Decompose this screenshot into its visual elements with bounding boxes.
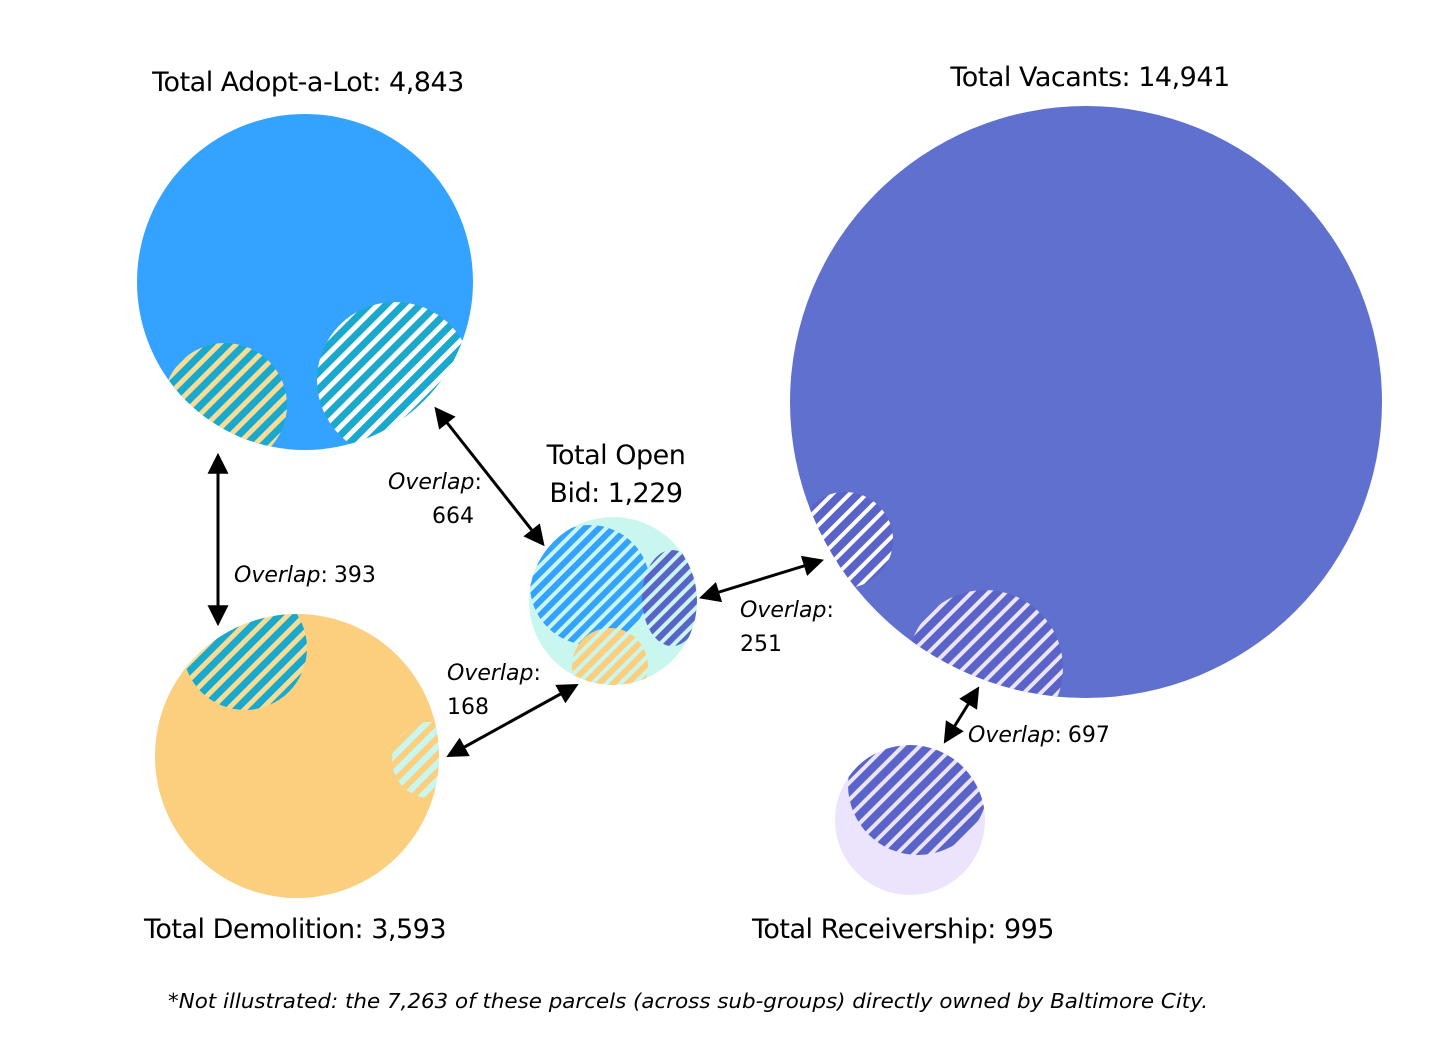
arrow-demolition-openbid [446, 683, 579, 758]
overlap-value: 393 [334, 563, 376, 588]
receivership-title: Total Receivership: 995 [751, 914, 1054, 945]
adopt-demolition-overlap-hatch [163, 343, 287, 450]
overlap-word: Overlap [234, 563, 320, 588]
demolition-adopt-overlap-hatch [183, 614, 307, 710]
open-bid-group [529, 517, 697, 685]
arrow-adopt-openbid [434, 406, 545, 547]
overlap-label-openbid-vacants: Overlap: [740, 598, 834, 623]
overlap-sep: : [533, 661, 540, 686]
adopt-a-lot-group [137, 114, 473, 450]
overlap-value-openbid-vacants: 251 [740, 632, 782, 657]
openbid-demolition-overlap-hatch [572, 628, 648, 685]
overlap-label-demolition-openbid: Overlap: [447, 661, 541, 686]
overlap-label-adopt-demolition: Overlap: 393 [234, 563, 376, 588]
overlap-word: Overlap [740, 598, 826, 623]
overlap-sep: : [474, 470, 481, 495]
overlap-sep: : [320, 563, 327, 588]
vacants-openbid-overlap-hatch [797, 492, 893, 588]
demolition-openbid-overlap-hatch [392, 722, 439, 798]
open-bid-title-line1: Total Open [546, 440, 686, 471]
openbid-vacants-overlap-hatch [642, 550, 697, 646]
vacants-group [790, 106, 1382, 698]
arrow-vacants-receivership [943, 686, 980, 744]
overlap-sep: : [1054, 723, 1061, 748]
demolition-title: Total Demolition: 3,593 [143, 914, 446, 945]
overlap-label-adopt-openbid: Overlap: [388, 470, 482, 495]
receivership-group [835, 745, 985, 895]
overlap-label-vacants-receivership: Overlap: 697 [968, 723, 1110, 748]
vacants-title: Total Vacants: 14,941 [949, 62, 1229, 93]
footnote: *Not illustrated: the 7,263 of these par… [168, 989, 1208, 1013]
overlap-sep: : [826, 598, 833, 623]
vacants-receivership-overlap-hatch [907, 590, 1063, 698]
receivership-vacants-overlap-hatch [848, 745, 985, 855]
overlap-word: Overlap [968, 723, 1054, 748]
adopt-openbid-overlap-hatch [317, 302, 473, 450]
overlap-value-adopt-openbid: 664 [432, 504, 474, 529]
open-bid-title-line2: Bid: 1,229 [549, 478, 682, 509]
vacants-circle [790, 106, 1382, 698]
demolition-group [155, 614, 439, 898]
overlap-value-demolition-openbid: 168 [447, 695, 489, 720]
overlap-word: Overlap [388, 470, 474, 495]
adopt-a-lot-title: Total Adopt-a-Lot: 4,843 [151, 67, 464, 98]
overlap-value: 697 [1068, 723, 1110, 748]
arrow-openbid-vacants [698, 555, 825, 603]
openbid-adopt-overlap-hatch [530, 525, 650, 645]
overlap-arrows [207, 406, 980, 758]
overlap-word: Overlap [447, 661, 533, 686]
